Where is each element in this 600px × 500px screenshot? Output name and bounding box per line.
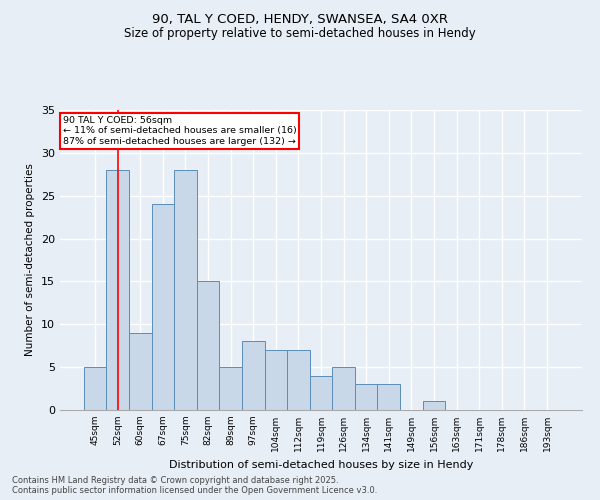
Y-axis label: Number of semi-detached properties: Number of semi-detached properties	[25, 164, 35, 356]
Text: Size of property relative to semi-detached houses in Hendy: Size of property relative to semi-detach…	[124, 28, 476, 40]
Bar	[355, 384, 377, 410]
Bar	[152, 204, 174, 410]
Bar	[106, 170, 129, 410]
X-axis label: Distribution of semi-detached houses by size in Hendy: Distribution of semi-detached houses by …	[169, 460, 473, 469]
Bar	[129, 333, 152, 410]
Text: Contains HM Land Registry data © Crown copyright and database right 2025.
Contai: Contains HM Land Registry data © Crown c…	[12, 476, 377, 495]
Bar	[174, 170, 197, 410]
Bar	[84, 367, 106, 410]
Bar	[422, 402, 445, 410]
Bar	[310, 376, 332, 410]
Bar	[332, 367, 355, 410]
Bar	[220, 367, 242, 410]
Text: 90, TAL Y COED, HENDY, SWANSEA, SA4 0XR: 90, TAL Y COED, HENDY, SWANSEA, SA4 0XR	[152, 12, 448, 26]
Bar	[197, 282, 220, 410]
Bar	[377, 384, 400, 410]
Bar	[287, 350, 310, 410]
Bar	[242, 342, 265, 410]
Bar	[265, 350, 287, 410]
Text: 90 TAL Y COED: 56sqm
← 11% of semi-detached houses are smaller (16)
87% of semi-: 90 TAL Y COED: 56sqm ← 11% of semi-detac…	[62, 116, 296, 146]
